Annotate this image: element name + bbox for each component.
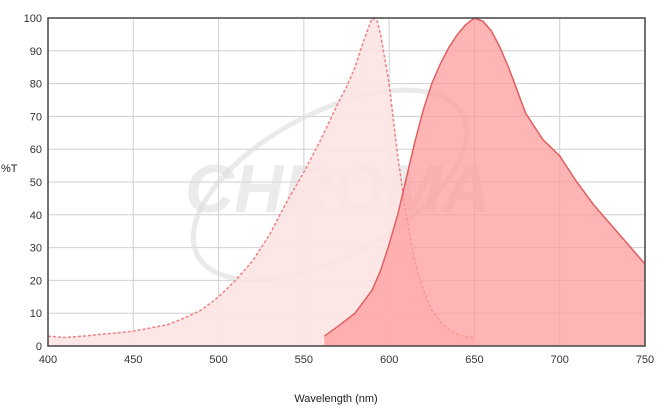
y-tick-label: 20	[30, 275, 42, 287]
x-tick-label: 600	[380, 354, 398, 366]
plot-frame	[47, 17, 646, 347]
y-tick-label: 30	[30, 243, 42, 255]
x-tick-label: 750	[636, 354, 654, 366]
series-layer	[47, 16, 646, 346]
y-tick-label: 90	[30, 46, 42, 58]
series-1-area	[48, 18, 475, 346]
y-tick-label: 80	[30, 79, 42, 91]
x-tick-label: 550	[295, 354, 313, 366]
x-tick-label: 400	[39, 354, 57, 366]
series-2-line	[323, 17, 646, 337]
series-2-area	[324, 18, 645, 346]
x-tick-label: 700	[551, 354, 569, 366]
y-tick-label: 70	[30, 111, 42, 123]
y-tick-label: 100	[24, 13, 42, 25]
y-axis-label: %T	[1, 163, 18, 175]
x-tick-label: 450	[124, 354, 142, 366]
y-tick-label: 40	[30, 210, 42, 222]
y-tick-label: 0	[36, 341, 42, 353]
x-tick-label: 650	[465, 354, 483, 366]
y-tick-label: 50	[30, 177, 42, 189]
x-axis-label: Wavelength (nm)	[294, 393, 377, 405]
x-tick-labels: 400 450 500 550 600 650 700 750	[39, 354, 654, 366]
x-tick-label: 500	[209, 354, 227, 366]
y-tick-labels: 0 10 20 30 40 50 60 70 80 90 100	[24, 13, 42, 353]
y-tick-label: 60	[30, 144, 42, 156]
y-tick-label: 10	[30, 308, 42, 320]
